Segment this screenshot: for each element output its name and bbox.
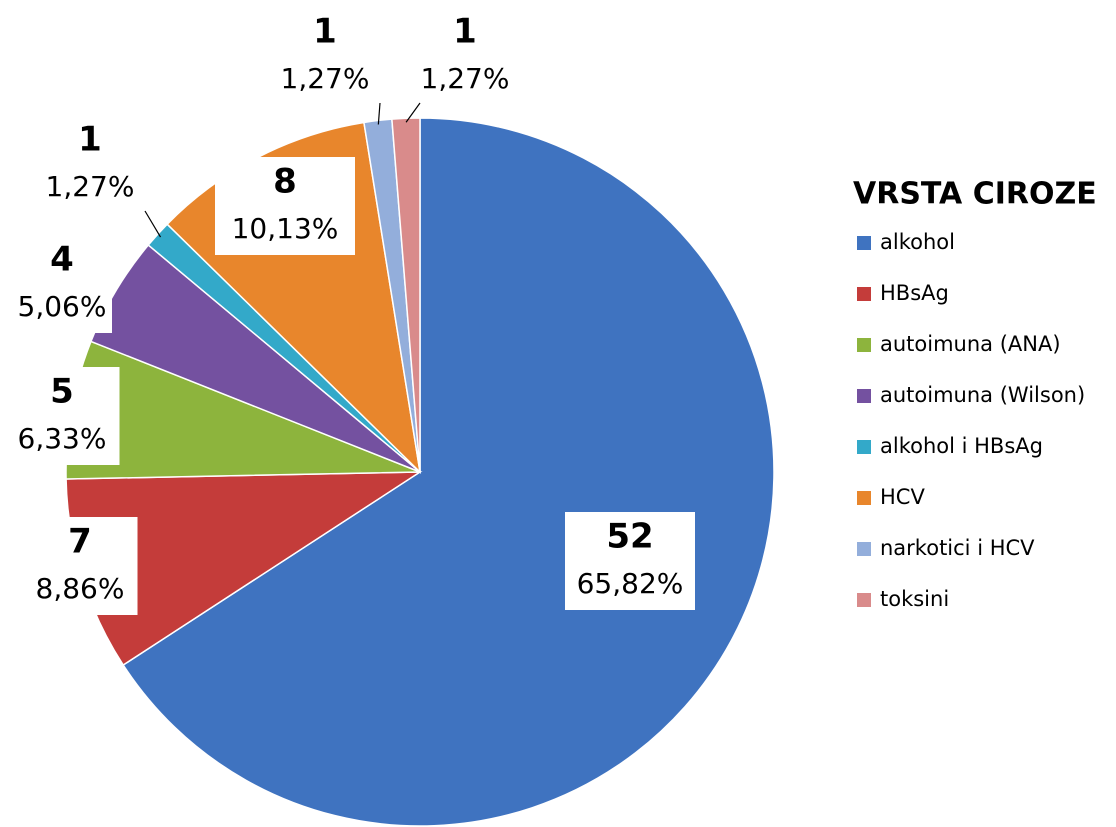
legend-label: HBsAg (880, 281, 949, 305)
leader-line (377, 102, 381, 125)
legend-swatch (857, 491, 871, 505)
label-box (22, 517, 138, 615)
legend-swatch (857, 287, 871, 301)
legend-swatch (857, 593, 871, 607)
percent-label: 5,06% (18, 290, 107, 323)
legend-swatch (857, 440, 871, 454)
legend-label: autoimuna (ANA) (880, 332, 1061, 356)
leader-line (144, 210, 162, 238)
legend-title: VRSTA CIROZE (853, 177, 1097, 212)
value-label: 8 (273, 162, 297, 202)
percent-label: 1,27% (421, 62, 510, 95)
label-box (4, 367, 120, 465)
leader-line (405, 102, 421, 123)
value-label: 5 (50, 372, 74, 412)
percent-label: 65,82% (577, 567, 684, 600)
value-label: 52 (606, 517, 653, 557)
percent-label: 1,27% (46, 170, 135, 203)
pie-slice (122, 117, 775, 827)
percent-label: 1,27% (281, 62, 370, 95)
legend-label: alkohol (880, 230, 955, 254)
label-box (12, 235, 112, 333)
legend-swatch (857, 542, 871, 556)
legend-label: alkohol i HBsAg (880, 434, 1043, 458)
legend-label: toksini (880, 587, 949, 611)
value-label: 1 (453, 12, 477, 52)
percent-label: 8,86% (36, 572, 125, 605)
legend-swatch (857, 338, 871, 352)
value-label: 1 (313, 12, 337, 52)
percent-label: 6,33% (18, 422, 107, 455)
legend-swatch (857, 389, 871, 403)
legend-label: autoimuna (Wilson) (880, 383, 1085, 407)
legend-label: HCV (880, 485, 925, 509)
value-label: 7 (68, 522, 92, 562)
value-label: 4 (50, 240, 74, 280)
legend-swatch (857, 236, 871, 250)
value-label: 1 (78, 120, 102, 160)
label-box (565, 512, 695, 610)
label-box (215, 157, 355, 255)
legend-label: narkotici i HCV (880, 536, 1035, 560)
pie-slice (391, 117, 421, 473)
percent-label: 10,13% (232, 212, 339, 245)
